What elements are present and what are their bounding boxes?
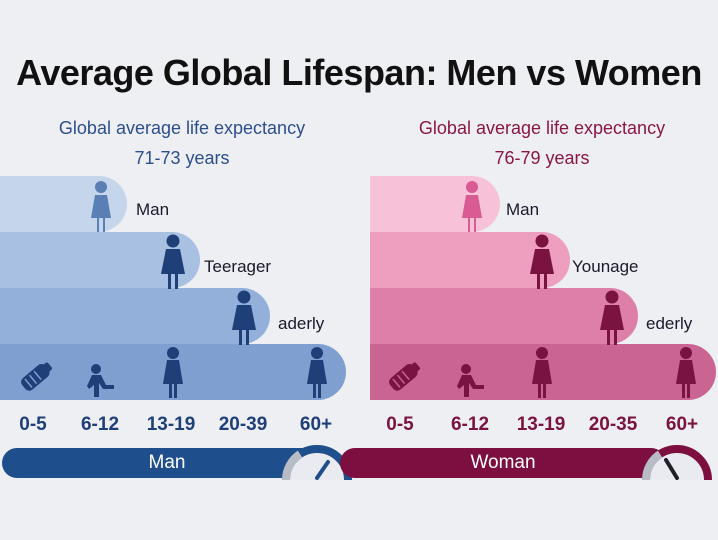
man-stage-label-1: Man	[136, 200, 170, 219]
man-toddler-figure-icon	[87, 364, 114, 397]
man-subtitle-line2: 71-73 years	[134, 148, 230, 168]
woman-stage-label-2: Younage	[572, 257, 639, 276]
woman-child-figure-icon	[462, 181, 482, 232]
man-teen-small-figure-icon	[163, 347, 183, 398]
man-subtitle: Global average life expectancy 71-73 yea…	[2, 118, 362, 169]
woman-age-label-5: 60+	[665, 414, 699, 435]
page-title: Average Global Lifespan: Men vs Women	[16, 52, 702, 93]
man-stage-label-3: aderly	[278, 314, 325, 333]
man-elder-figure-icon	[307, 347, 327, 398]
man-age-label-4: 20-39	[218, 414, 268, 435]
woman-age-label-3: 13-19	[516, 414, 566, 435]
man-child-figure-icon	[91, 181, 111, 232]
man-subtitle-line1: Global average life expectancy	[58, 118, 306, 138]
man-age-label-5: 60+	[299, 414, 333, 435]
woman-age-label-2: 6-12	[450, 414, 490, 435]
man-band: Man	[2, 448, 332, 478]
man-adult-figure-icon	[232, 290, 256, 345]
man-stage-label-2: Teerager	[204, 257, 272, 276]
woman-age-label-4: 20-35	[588, 414, 638, 435]
woman-gauge-icon	[641, 445, 712, 480]
man-age-label-1: 0-5	[19, 414, 47, 435]
woman-adult-figure-icon	[600, 290, 624, 345]
woman-stage-label-3: ederly	[646, 314, 693, 333]
woman-subtitle-line2: 76-79 years	[494, 148, 590, 168]
woman-subtitle: Global average life expectancy 76-79 yea…	[362, 118, 718, 169]
man-age-label-2: 6-12	[80, 414, 120, 435]
man-age-label-3: 13-19	[146, 414, 196, 435]
man-teen-figure-icon	[161, 234, 185, 289]
baby-bottle-icon	[21, 362, 52, 391]
woman-stage-label-1: Man	[506, 200, 540, 219]
woman-baby-bottle-icon	[389, 362, 420, 391]
woman-age-label-1: 0-5	[386, 414, 414, 435]
woman-band: Woman	[340, 448, 666, 478]
woman-teen-small-figure-icon	[532, 347, 552, 398]
man-gauge-icon	[281, 445, 352, 480]
woman-subtitle-line1: Global average life expectancy	[418, 118, 666, 138]
woman-elder-figure-icon	[676, 347, 696, 398]
woman-teen-figure-icon	[530, 234, 554, 289]
woman-stage-bar-3	[370, 288, 638, 344]
woman-toddler-figure-icon	[457, 364, 484, 397]
man-stage-bar-3	[0, 288, 270, 344]
